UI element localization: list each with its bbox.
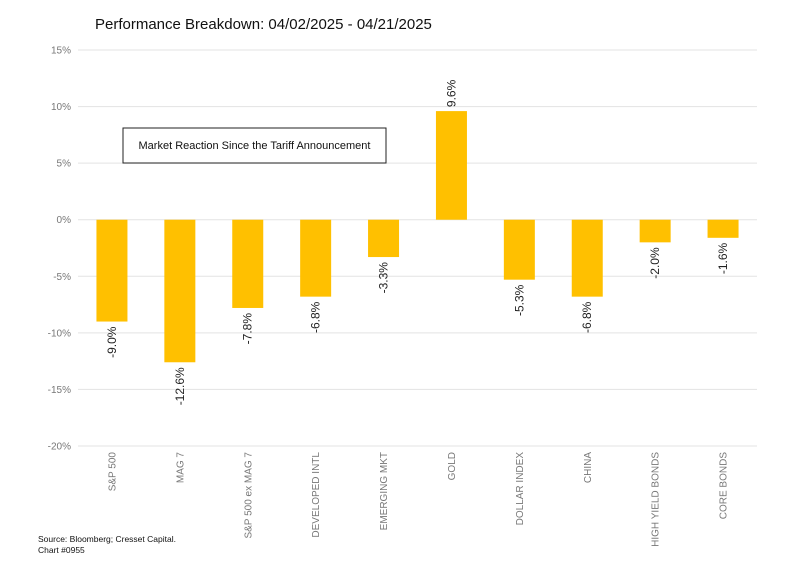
y-tick-label: -5% — [53, 272, 71, 283]
chart-id: Chart #0955 — [38, 545, 85, 555]
y-tick-label: -20% — [48, 442, 71, 453]
bar — [368, 219, 400, 258]
data-label: -12.6% — [173, 367, 187, 405]
annotation-box — [122, 127, 387, 164]
category-label: HIGH YIELD BONDS — [651, 452, 662, 547]
data-label: -5.3% — [512, 284, 526, 316]
y-tick-label: 5% — [57, 159, 72, 170]
bar — [503, 219, 535, 280]
y-axis-tick-labels: 15% 10% 5% 0% -5% -10% -15% -20% — [48, 46, 71, 453]
category-label: EMERGING MKT — [379, 452, 390, 530]
data-label: -3.3% — [377, 262, 391, 294]
y-tick-label: 15% — [51, 46, 71, 57]
chart-title: Performance Breakdown: 04/02/2025 - 04/2… — [95, 16, 432, 33]
category-label: CORE BONDS — [719, 452, 730, 520]
category-label: DEVELOPED INTL — [311, 452, 322, 538]
category-label: CHINA — [583, 452, 594, 483]
category-label: GOLD — [447, 452, 458, 480]
bar — [300, 219, 332, 297]
y-tick-label: -15% — [48, 385, 71, 396]
bar — [164, 219, 196, 363]
source-text: Source: Bloomberg; Cresset Capital. — [38, 534, 176, 544]
category-label: DOLLAR INDEX — [515, 452, 526, 526]
data-label: -7.8% — [241, 313, 255, 345]
data-label: 9.6% — [444, 79, 458, 107]
annotation-text: Market Reaction Since the Tariff Announc… — [139, 140, 371, 152]
bar — [435, 111, 467, 220]
bar — [639, 219, 671, 243]
y-tick-label: 0% — [57, 215, 72, 226]
category-label: MAG 7 — [175, 452, 186, 484]
category-label: S&P 500 ex MAG 7 — [243, 452, 254, 539]
data-labels: -9.0% -12.6% -7.8% -6.8% -3.3% 9.6% -5.3% -6.8%… — [105, 79, 730, 405]
bar — [232, 219, 264, 308]
source-note: Source: Bloomberg; Cresset Capital. Char… — [38, 534, 176, 556]
annotation-box-group: Market Reaction Since the Tariff Announc… — [122, 127, 387, 164]
data-label: -6.8% — [580, 301, 594, 333]
bar — [96, 219, 128, 322]
category-label: S&P 500 — [107, 452, 118, 492]
data-label: -1.6% — [716, 242, 730, 274]
data-label: -9.0% — [105, 326, 119, 358]
bars — [96, 111, 739, 363]
category-labels: S&P 500 MAG 7 S&P 500 ex MAG 7 DEVELOPED IN… — [107, 452, 729, 547]
bar — [707, 219, 739, 238]
data-label: -6.8% — [309, 301, 323, 333]
y-tick-label: -10% — [48, 328, 71, 339]
data-label: -2.0% — [648, 247, 662, 279]
y-tick-label: 10% — [51, 102, 71, 113]
bar — [571, 219, 603, 297]
